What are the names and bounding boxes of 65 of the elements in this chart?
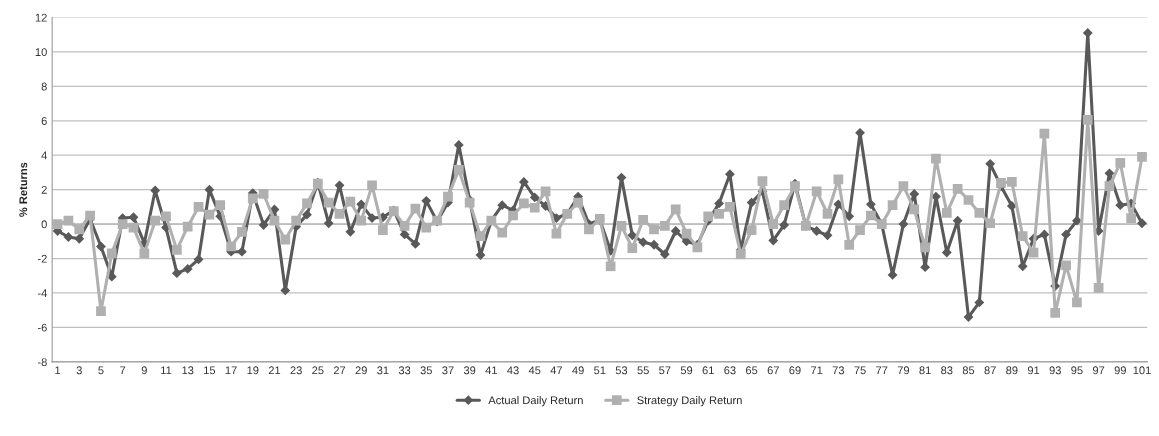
- x-tick-label: 21: [268, 366, 281, 375]
- legend-label: Strategy Daily Return: [637, 395, 742, 407]
- x-tick-label: 27: [333, 366, 346, 375]
- x-tick-label: 67: [767, 366, 779, 375]
- x-tick-label: 75: [854, 366, 866, 375]
- x-tick-label: 95: [1071, 366, 1083, 375]
- y-tick-label: 4: [41, 151, 47, 160]
- x-tick-label: 99: [1114, 366, 1126, 375]
- x-tick-label: 47: [550, 366, 563, 375]
- x-tick-label: 63: [724, 366, 736, 375]
- x-tick-label: 29: [355, 366, 367, 375]
- y-tick-label: 10: [35, 48, 47, 57]
- x-tick-label: 37: [442, 366, 454, 375]
- x-tick-label: 9: [141, 366, 147, 375]
- x-tick-label: 93: [1049, 366, 1061, 375]
- legend-label: Actual Daily Return: [488, 395, 583, 407]
- x-tick-label: 85: [962, 366, 975, 375]
- y-tick-label: -2: [37, 254, 47, 263]
- x-tick-label: 15: [204, 366, 216, 375]
- x-tick-label: 23: [290, 366, 302, 375]
- x-tick-label: 5: [98, 366, 104, 375]
- x-tick-label: 69: [789, 366, 801, 375]
- x-tick-label: 71: [811, 366, 823, 375]
- x-tick-label: 31: [377, 366, 389, 375]
- x-tick-label: 55: [637, 366, 649, 375]
- x-tick-label: 33: [398, 366, 411, 375]
- y-tick-label: -4: [37, 289, 47, 298]
- y-tick-label: -6: [37, 323, 47, 332]
- x-tick-label: 41: [485, 366, 497, 375]
- x-tick-label: 59: [680, 366, 693, 375]
- y-tick-label: -8: [37, 358, 47, 367]
- x-tick-label: 97: [1092, 366, 1105, 375]
- x-tick-label: 65: [745, 366, 758, 375]
- x-tick-label: 91: [1027, 366, 1040, 375]
- x-tick-label: 19: [247, 366, 259, 375]
- y-tick-label: 12: [35, 13, 47, 22]
- x-tick-label: 81: [919, 366, 931, 375]
- x-tick-label: 49: [572, 366, 584, 375]
- x-tick-label: 25: [312, 366, 324, 375]
- x-tick-label: 45: [528, 366, 541, 375]
- x-tick-label: 13: [182, 366, 194, 375]
- x-tick-label: 11: [161, 366, 172, 375]
- y-tick-label: 8: [41, 82, 47, 91]
- x-tick-label: 39: [463, 366, 476, 375]
- x-tick-label: 1: [55, 366, 61, 375]
- x-tick-label: 57: [659, 366, 671, 375]
- y-axis-title: % Returns: [19, 162, 28, 217]
- x-tick-label: 35: [420, 366, 432, 375]
- x-tick-label: 79: [897, 366, 910, 375]
- y-tick-label: 2: [41, 185, 47, 194]
- y-tick-label: 0: [41, 220, 47, 229]
- x-tick-label: 17: [225, 366, 237, 375]
- x-tick-label: 3: [76, 366, 82, 375]
- x-tick-label: 83: [941, 366, 953, 375]
- x-tick-label: 101: [1133, 366, 1151, 375]
- x-tick-label: 43: [507, 366, 519, 375]
- x-tick-label: 89: [1006, 366, 1018, 375]
- x-tick-label: 87: [984, 366, 996, 375]
- x-tick-label: 7: [120, 366, 126, 375]
- x-tick-label: 61: [702, 366, 714, 375]
- x-tick-label: 77: [876, 366, 888, 375]
- x-tick-label: 51: [594, 366, 606, 375]
- x-tick-label: 53: [615, 366, 628, 375]
- x-tick-label: 73: [832, 366, 845, 375]
- y-tick-label: 6: [41, 117, 47, 125]
